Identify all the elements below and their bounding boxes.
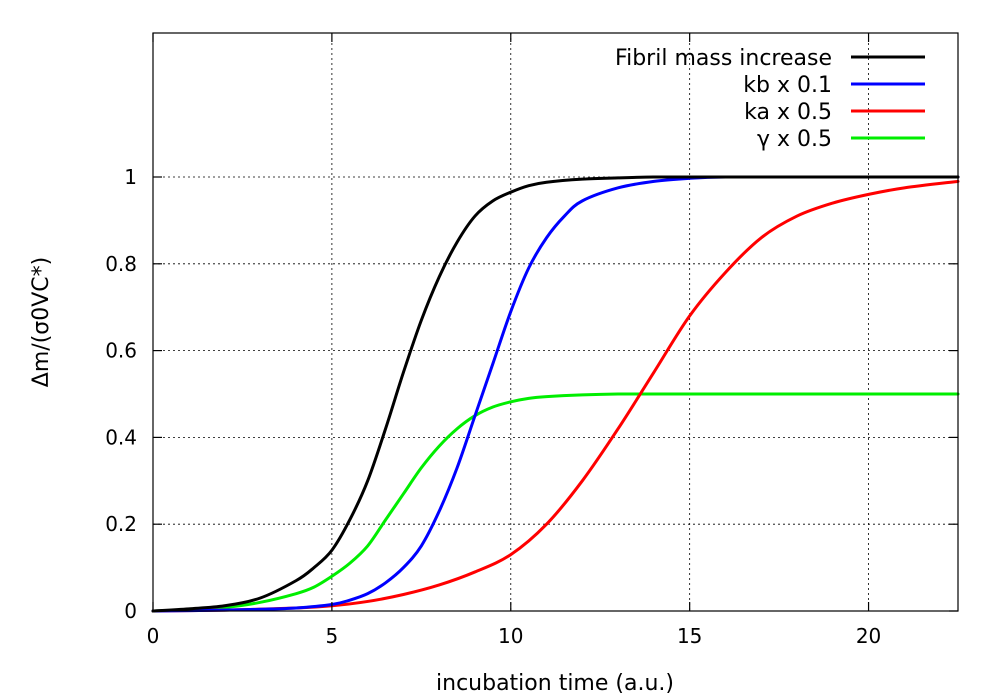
y-tick-label: 1 <box>124 165 137 189</box>
axis-ticks <box>152 33 958 612</box>
y-tick-label: 0.4 <box>105 425 137 449</box>
legend-label: kb x 0.1 <box>743 73 832 98</box>
legend-label: γ x 0.5 <box>757 127 832 152</box>
series-lines <box>151 175 960 613</box>
y-axis-title: Δm/(σ0VC*) <box>29 257 54 387</box>
plot-frame <box>152 32 959 612</box>
y-tick-label: 0 <box>124 599 137 623</box>
x-tick-labels: 0 5 10 15 20 <box>147 624 882 648</box>
x-tick-label: 0 <box>147 624 160 648</box>
grid-lines <box>153 33 958 611</box>
legend-label: ka x 0.5 <box>744 100 832 125</box>
x-tick-label: 20 <box>856 624 881 648</box>
x-tick-label: 10 <box>498 624 523 648</box>
y-tick-label: 0.2 <box>105 512 137 536</box>
x-tick-label: 5 <box>326 624 339 648</box>
x-tick-label: 15 <box>677 624 702 648</box>
y-tick-label: 0.8 <box>105 252 137 276</box>
series-line-3 <box>151 392 960 613</box>
y-tick-labels: 0 0.2 0.4 0.6 0.8 1 <box>105 165 137 623</box>
legend-label: Fibril mass increase <box>615 46 832 71</box>
series-line-2 <box>151 179 960 613</box>
x-axis-title: incubation time (a.u.) <box>436 671 674 696</box>
series-line-0 <box>151 175 960 613</box>
y-tick-label: 0.6 <box>105 339 137 363</box>
